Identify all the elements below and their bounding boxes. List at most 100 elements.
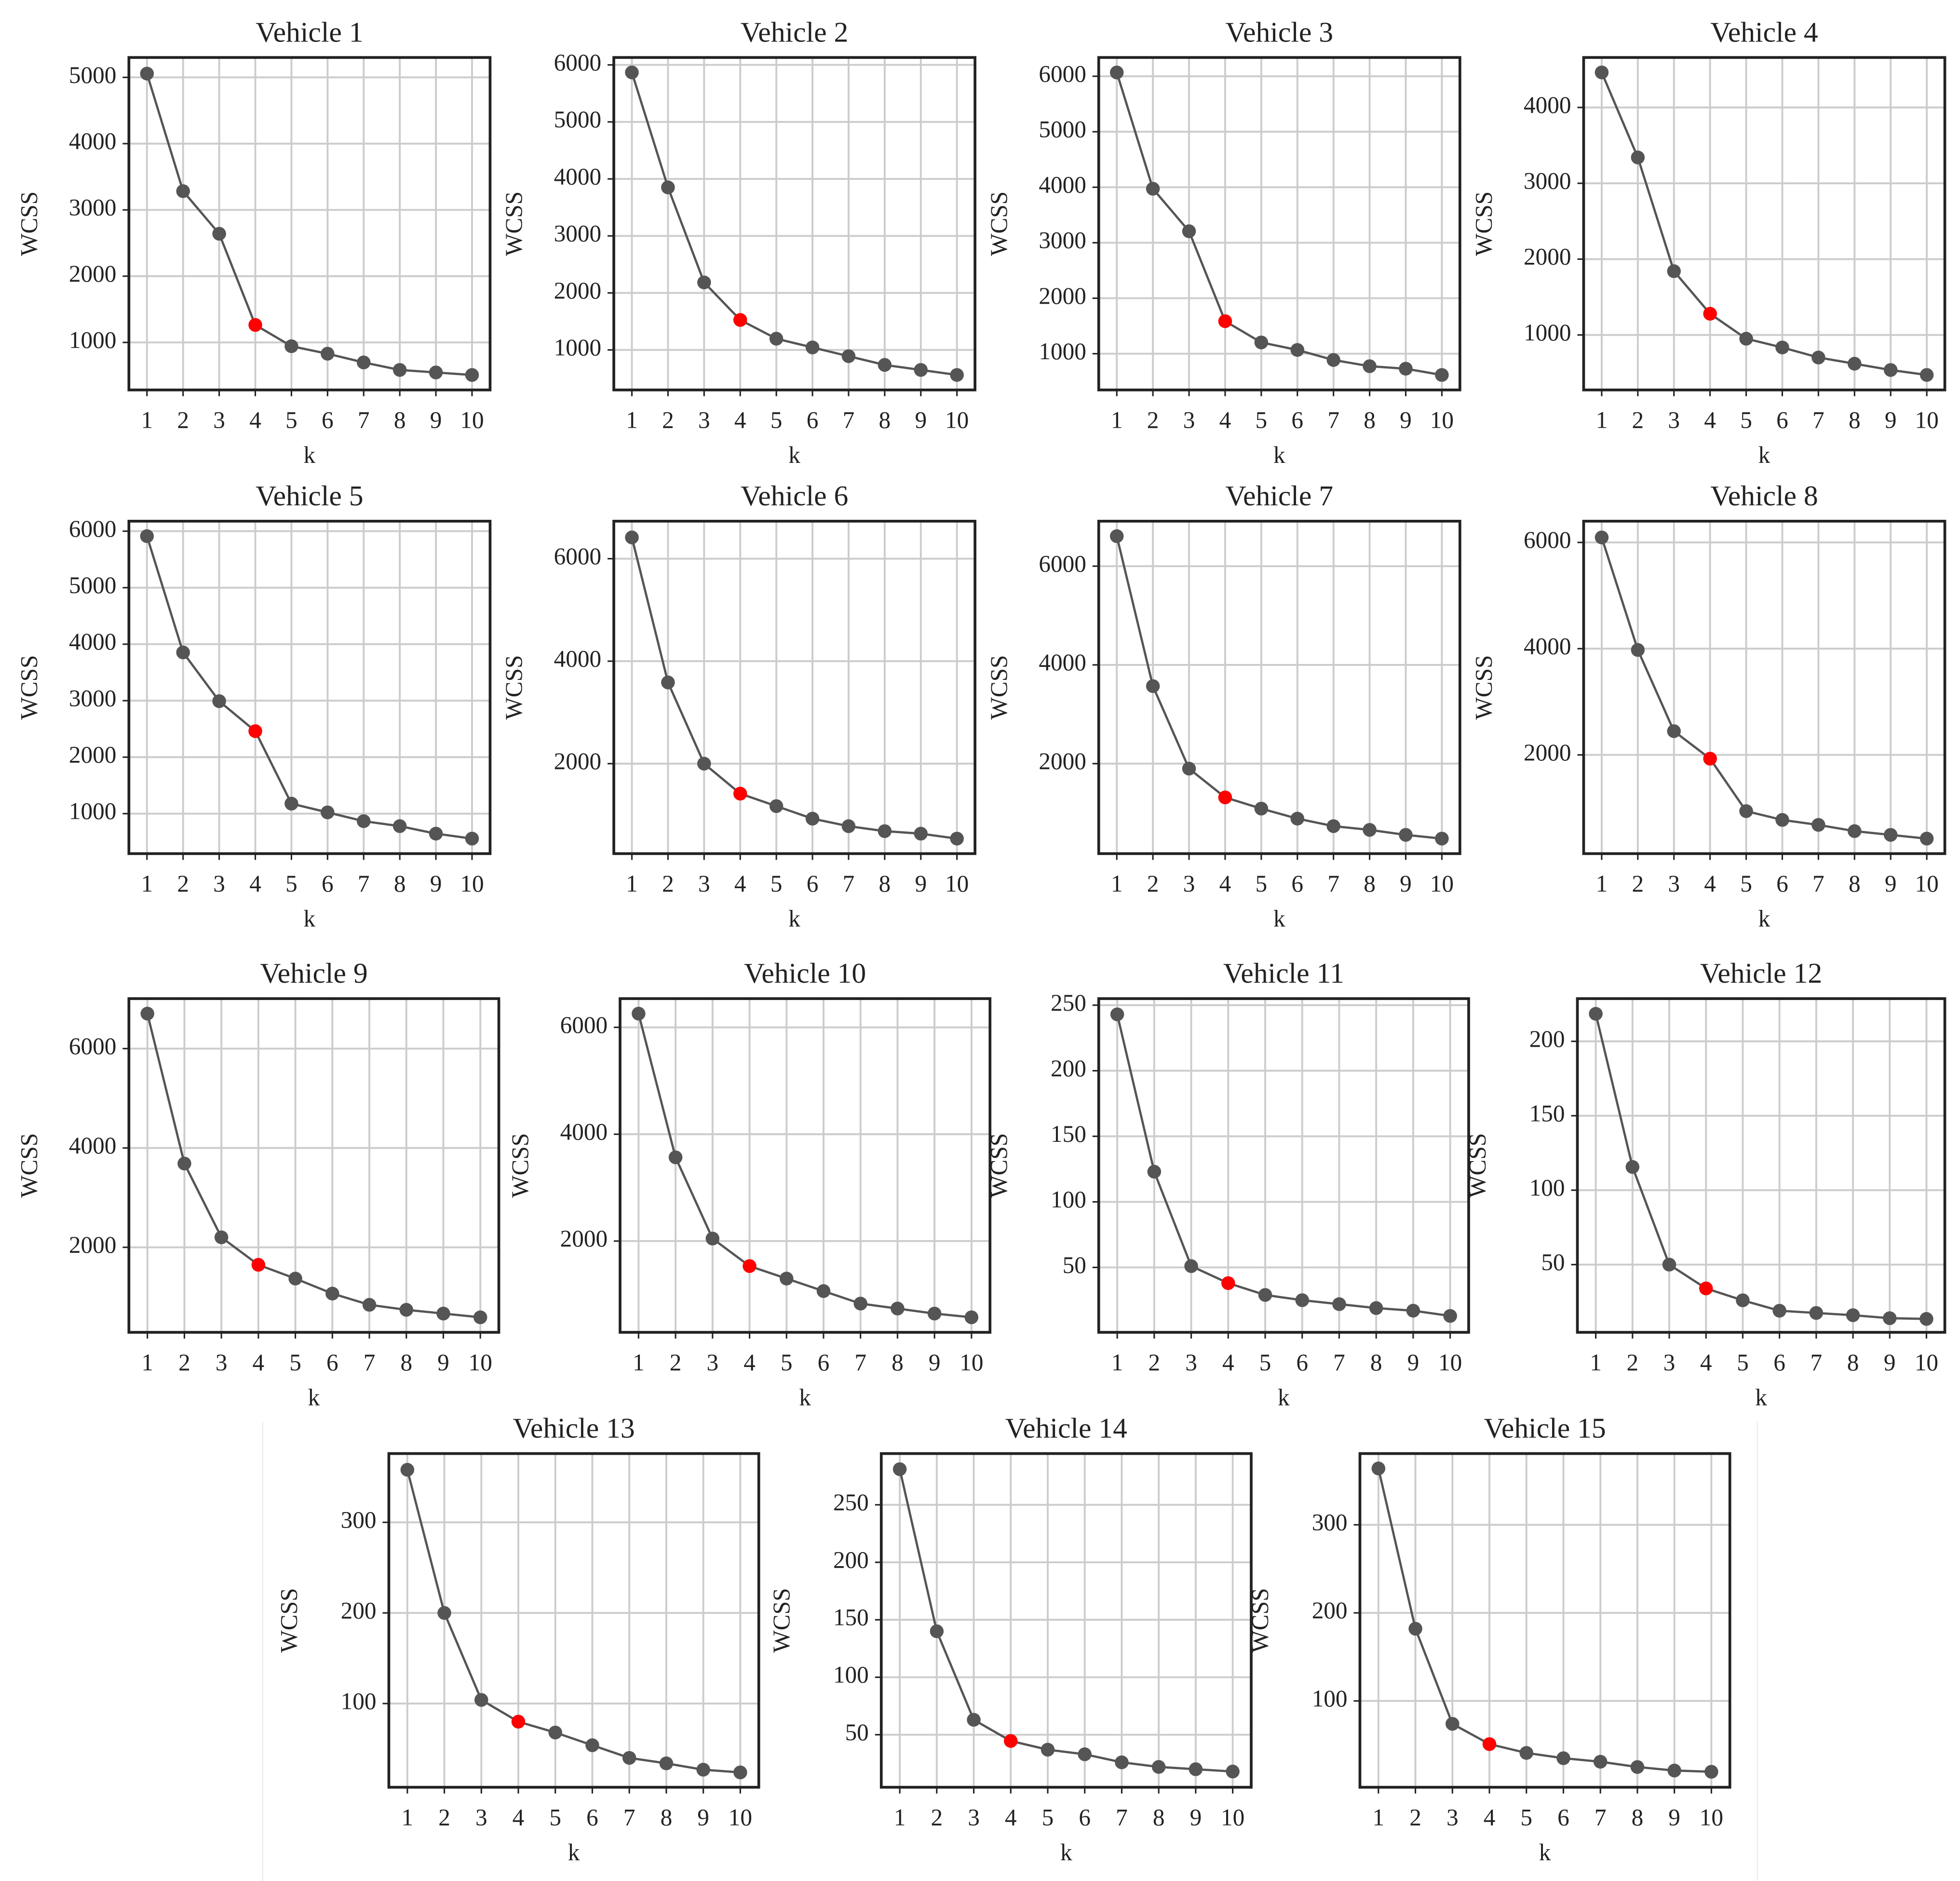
point [878, 358, 892, 372]
point [927, 1306, 942, 1321]
point [816, 1284, 831, 1298]
line [146, 1013, 481, 1319]
x-tick-label: 10 [729, 1804, 752, 1830]
point [1667, 1763, 1681, 1778]
y-tick-label: 4000 [69, 1132, 116, 1159]
point [841, 349, 856, 363]
x-tick-label: 2 [662, 870, 674, 897]
plot-frame [1097, 520, 1461, 855]
subplot-title: Vehicle 11 [1223, 957, 1344, 989]
x-tick-label: 7 [358, 870, 370, 897]
x-tick-label: 7 [1333, 1349, 1345, 1376]
x-tick-label: 6 [1776, 870, 1788, 897]
point [1699, 1281, 1713, 1296]
y-tick-label: 5000 [69, 62, 116, 88]
x-tick-label: 7 [854, 1349, 866, 1376]
point [1290, 812, 1305, 826]
x-tick-label: 2 [177, 406, 189, 433]
point [950, 368, 964, 382]
x-tick-label: 7 [1327, 406, 1339, 433]
point [697, 275, 711, 289]
point [733, 786, 747, 801]
x-tick-label: 4 [1219, 870, 1231, 897]
x-tick-label: 4 [1704, 870, 1716, 897]
point [1556, 1751, 1570, 1765]
x-tick-label: 7 [1327, 870, 1339, 897]
point [1809, 1306, 1824, 1320]
subplot: Vehicle 12 1 2 3 4 5 6 7 8 9 10 50 100 150 200 k WCSS [1464, 957, 1946, 1410]
x-tick-label: 4 [249, 406, 261, 433]
line [631, 537, 957, 840]
x-tick-label: 6 [326, 1349, 338, 1376]
point [248, 318, 262, 332]
point [1919, 1312, 1933, 1326]
x-tick-label: 4 [1222, 1349, 1234, 1376]
x-tick-label: 2 [1632, 870, 1644, 897]
x-tick-label: 8 [1847, 1349, 1859, 1376]
point [1254, 335, 1269, 350]
point [1625, 1160, 1640, 1174]
x-axis-label: k [1273, 906, 1285, 932]
y-tick-label: 100 [1051, 1186, 1086, 1213]
subplot-title: Vehicle 1 [256, 16, 363, 48]
point [632, 1006, 646, 1021]
point [779, 1272, 794, 1286]
subplot: Vehicle 4 1 2 3 4 5 6 7 8 9 10 1000 2000 3000 4000 k WCS… [1471, 16, 1946, 468]
x-tick-label: 3 [216, 1349, 228, 1376]
subplot-title: Vehicle 7 [1226, 480, 1333, 512]
x-tick-label: 4 [1219, 406, 1231, 433]
plot-frame [387, 1452, 760, 1789]
point [140, 1006, 154, 1021]
point [400, 1462, 415, 1477]
point [1151, 1760, 1166, 1774]
point [548, 1725, 562, 1740]
point [356, 814, 371, 828]
y-tick-label: 2000 [1524, 739, 1571, 766]
x-tick-label: 8 [879, 406, 891, 433]
point [1736, 1293, 1750, 1307]
point [625, 530, 639, 544]
point [1775, 813, 1789, 827]
y-tick-label: 6000 [69, 515, 116, 542]
y-axis-label: WCSS [986, 191, 1012, 256]
point [392, 363, 407, 377]
point [1182, 224, 1196, 238]
point [1147, 1164, 1162, 1179]
x-tick-label: 3 [1183, 870, 1195, 897]
x-tick-label: 9 [1668, 1804, 1680, 1830]
y-tick-label: 2000 [1039, 283, 1086, 309]
x-tick-label: 5 [285, 406, 297, 433]
point [769, 332, 784, 346]
x-tick-label: 9 [1885, 870, 1897, 897]
point [1435, 368, 1449, 382]
x-tick-label: 10 [1438, 1349, 1462, 1376]
subplot: Vehicle 14 1 2 3 4 5 6 7 8 9 10 50 100 150 200 250 k WCSS [768, 1412, 1253, 1866]
line [146, 73, 473, 376]
y-tick-label: 4000 [554, 163, 601, 189]
subplot: Vehicle 8 1 2 3 4 5 6 7 8 9 10 2000 4000 6000 k WCSS [1471, 480, 1946, 932]
y-tick-label: 100 [1312, 1685, 1348, 1712]
point [1630, 1760, 1645, 1774]
point [140, 67, 154, 81]
plot-frame [127, 56, 492, 392]
point [967, 1713, 981, 1727]
x-tick-label: 8 [1364, 870, 1376, 897]
x-tick-label: 5 [1740, 870, 1752, 897]
y-tick-label: 200 [1051, 1055, 1086, 1082]
y-tick-label: 5000 [1039, 116, 1086, 143]
x-tick-label: 9 [437, 1349, 449, 1376]
x-tick-label: 3 [1446, 1804, 1459, 1830]
point [1739, 804, 1753, 818]
line [1600, 537, 1927, 840]
x-tick-label: 1 [1373, 1804, 1385, 1830]
x-tick-label: 8 [661, 1804, 673, 1830]
x-tick-label: 5 [549, 1804, 561, 1830]
x-tick-label: 2 [178, 1349, 190, 1376]
subplot-title: Vehicle 3 [1226, 16, 1333, 48]
y-tick-label: 2000 [554, 277, 601, 304]
point [1772, 1304, 1786, 1318]
x-tick-label: 3 [213, 406, 225, 433]
point [1110, 1007, 1124, 1021]
subplot: Vehicle 7 1 2 3 4 5 6 7 8 9 10 2000 4000 6000 k WCSS [986, 480, 1461, 932]
point [1882, 1311, 1897, 1326]
